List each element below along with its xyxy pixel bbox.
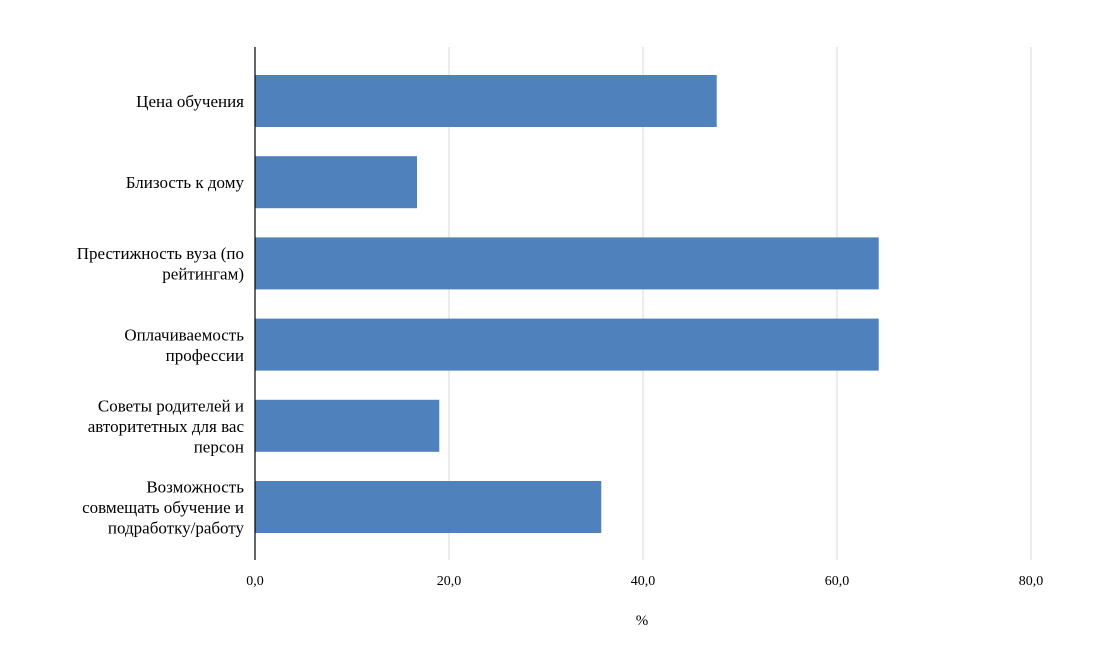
x-axis-label: %: [636, 613, 649, 629]
x-tick-label: 20,0: [437, 574, 462, 589]
category-label: Оплачиваемость профессии: [124, 325, 244, 365]
category-label: Возможность совмещать обучение и подработк…: [82, 478, 244, 538]
bar: [255, 318, 879, 371]
tick-labels: 0,0 20,0 40,0 60,0 80,0: [246, 574, 1043, 589]
bar: [255, 481, 602, 533]
x-tick-label: 0,0: [246, 574, 264, 589]
bar: [255, 75, 717, 127]
category-label: Престижность вуза (по рейтингам): [77, 244, 244, 284]
bar: [255, 237, 879, 290]
x-tick-label: 60,0: [825, 574, 850, 589]
gridlines: [448, 47, 1032, 560]
category-label: Цена обучения: [136, 92, 244, 111]
bars: [255, 75, 879, 533]
category-labels: Цена обучения Близость к дому Престижность…: [77, 92, 245, 538]
category-label: Советы родителей и авторитетных для вас пе…: [88, 396, 245, 456]
bar: [255, 399, 440, 452]
x-tick-label: 40,0: [631, 574, 656, 589]
category-label: Близость к дому: [126, 173, 245, 192]
bar: [255, 156, 417, 209]
x-tick-label: 80,0: [1019, 574, 1044, 589]
